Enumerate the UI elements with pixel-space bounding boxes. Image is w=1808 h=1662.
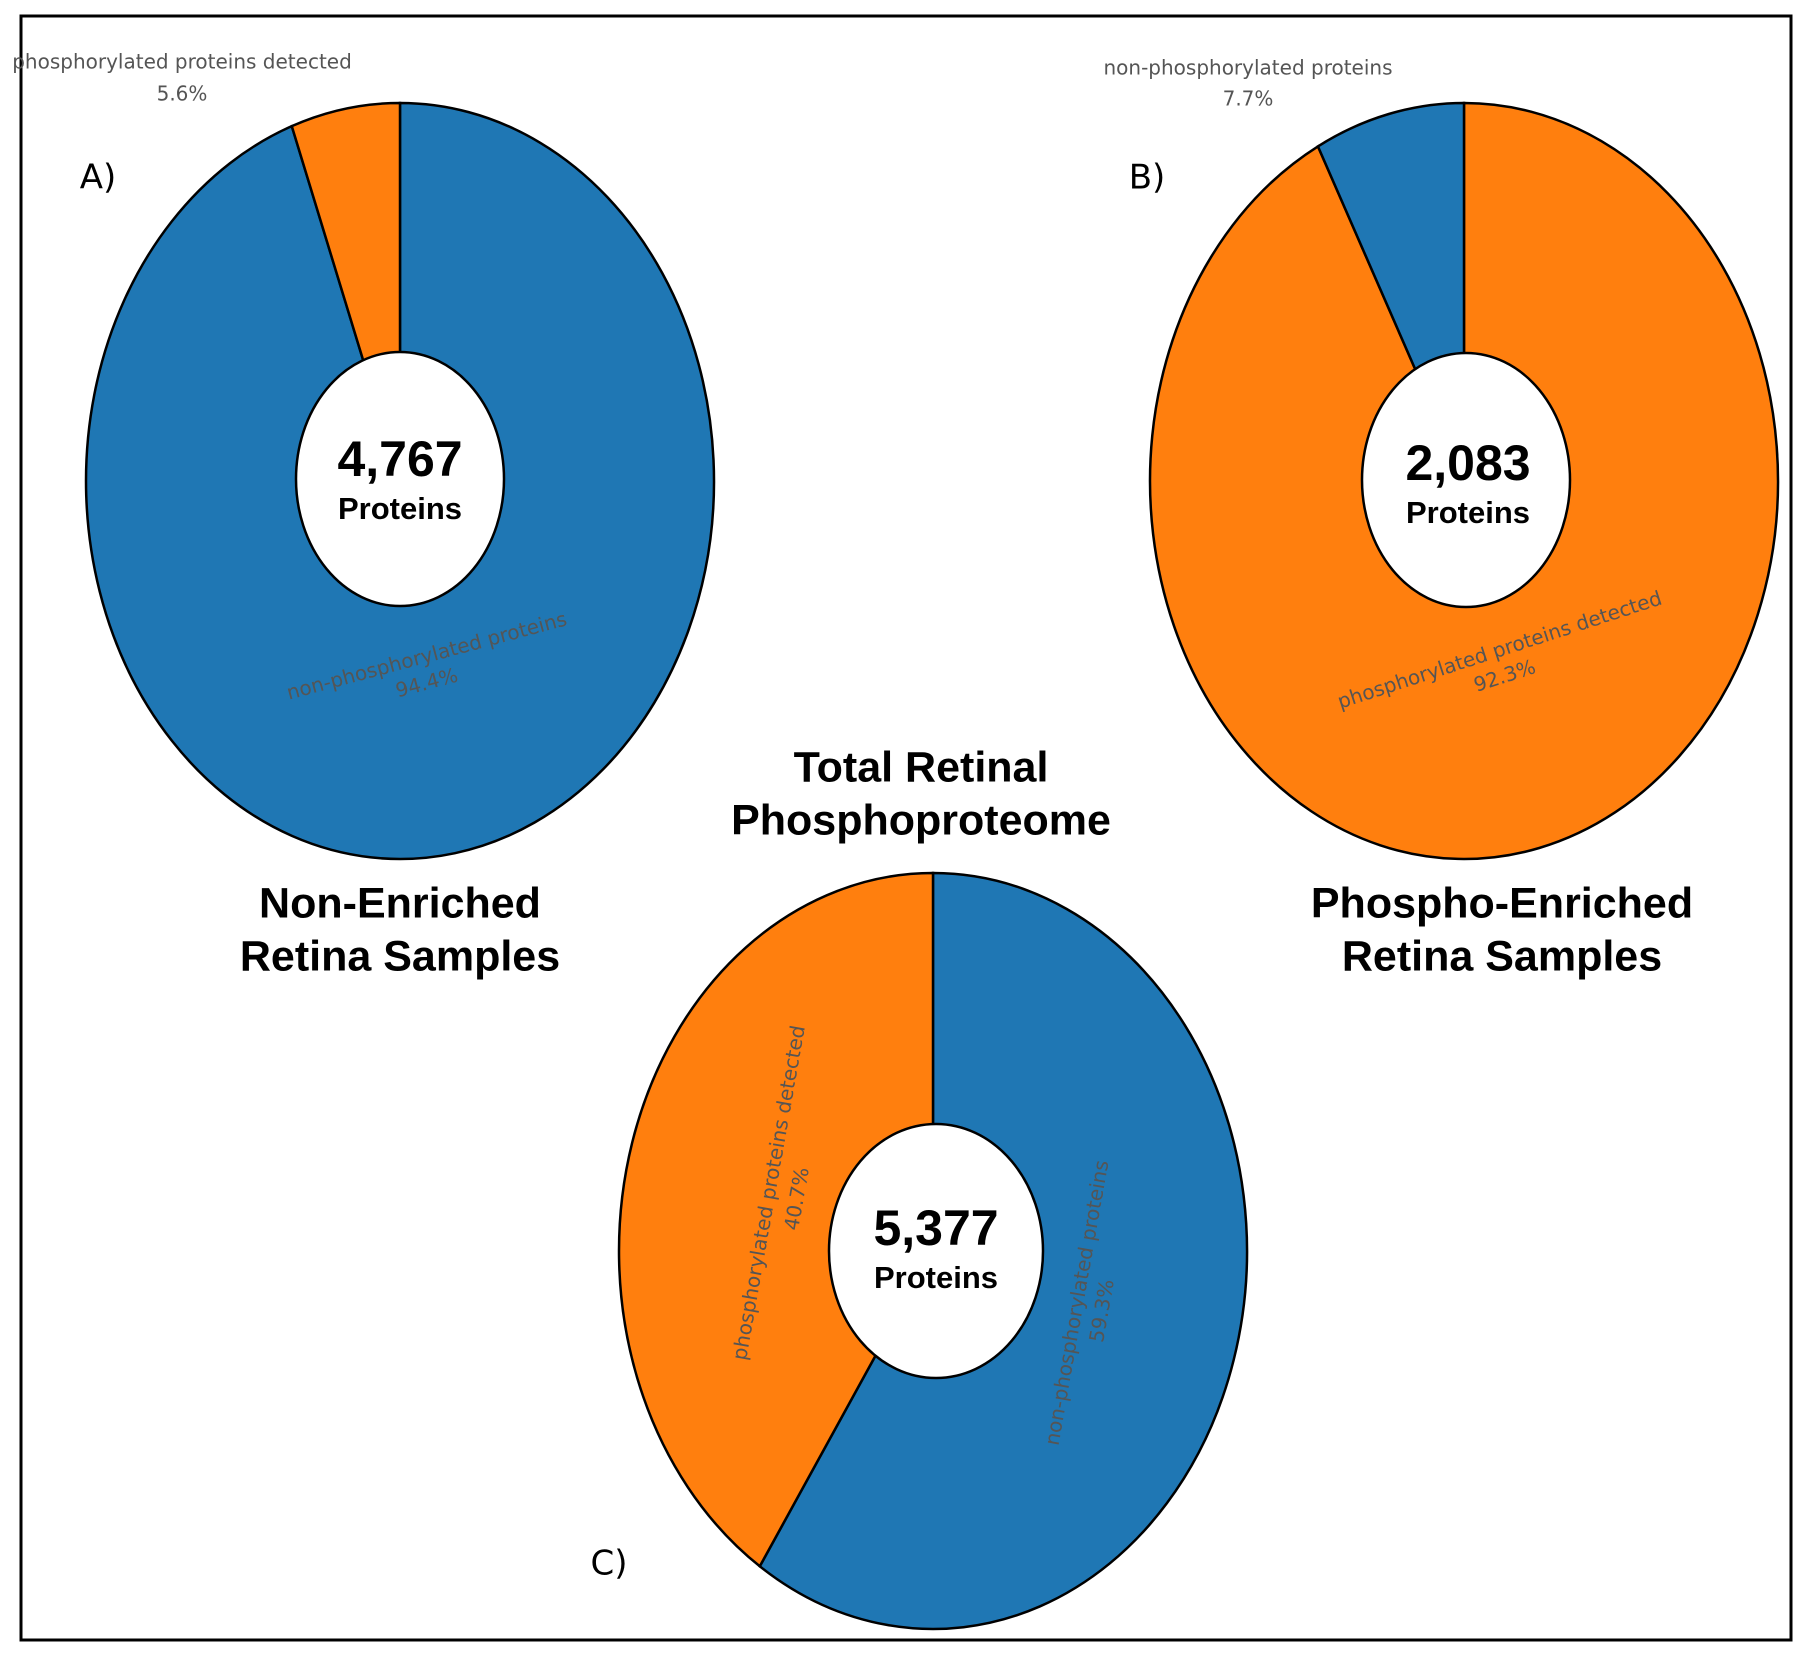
center-label: 2,083 [1405, 435, 1530, 491]
chart-title: Total Retinal [794, 743, 1049, 791]
panel-label: A) [80, 158, 117, 198]
donut-hole [1360, 351, 1572, 609]
donut-hole [294, 350, 506, 608]
center-sublabel: Proteins [1406, 495, 1530, 530]
slice [617, 871, 935, 1569]
slice-value-label: 5.6% [157, 82, 208, 106]
donut-hole [827, 1122, 1045, 1380]
slice-value-label: 7.7% [1223, 87, 1274, 111]
chart-title: Retina Samples [1342, 932, 1662, 980]
panel-label: C) [590, 1544, 627, 1584]
chart-title: Non-Enriched [259, 879, 541, 927]
chart-title: Phospho-Enriched [1311, 879, 1693, 927]
frame [19, 14, 1793, 1642]
slice-label: phosphorylated proteins detected [12, 50, 352, 74]
center-sublabel: Proteins [874, 1260, 998, 1295]
center-label: 4,767 [337, 431, 462, 487]
slice-label: non-phosphorylated proteins [1103, 56, 1392, 80]
chart-title: Phosphoproteome [731, 796, 1111, 844]
center-sublabel: Proteins [338, 491, 462, 526]
chart-title: Retina Samples [240, 932, 560, 980]
center-label: 5,377 [873, 1200, 998, 1256]
panel-label: B) [1129, 158, 1166, 198]
